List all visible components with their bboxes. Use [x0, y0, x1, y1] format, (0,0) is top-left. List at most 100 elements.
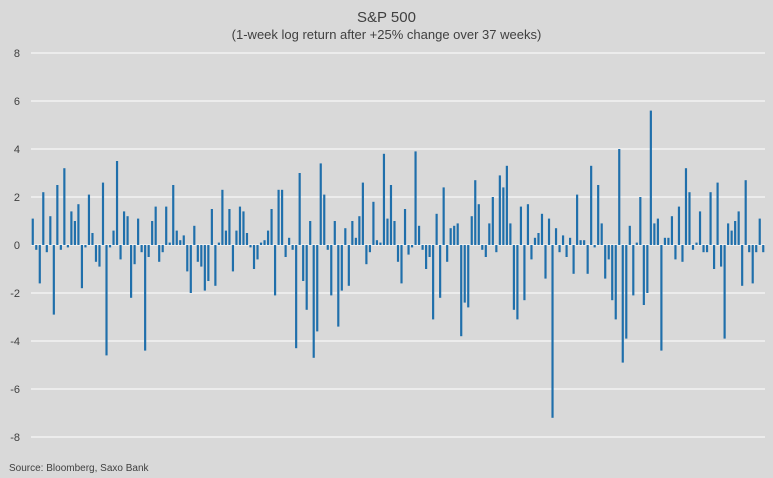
- bar: [105, 245, 108, 356]
- bar: [193, 225, 196, 245]
- bar: [52, 245, 55, 315]
- bar: [421, 245, 424, 250]
- bar: [347, 245, 350, 286]
- bar: [108, 245, 112, 248]
- bar: [337, 245, 340, 327]
- bar: [488, 223, 491, 245]
- bar: [84, 245, 87, 248]
- bar: [158, 245, 161, 262]
- bar: [368, 245, 371, 253]
- bar: [161, 245, 164, 253]
- bar: [42, 192, 45, 245]
- bar: [323, 194, 326, 245]
- bar: [70, 211, 73, 245]
- bar: [569, 237, 572, 245]
- bar: [660, 245, 663, 351]
- bar: [122, 211, 126, 245]
- bar: [607, 245, 610, 260]
- bar: [407, 245, 410, 255]
- bar: [512, 245, 515, 310]
- bar: [576, 194, 579, 245]
- bar: [259, 242, 263, 245]
- bar: [238, 206, 242, 245]
- bar: [224, 230, 228, 245]
- bar: [115, 161, 119, 245]
- bar: [505, 165, 508, 245]
- bar: [319, 163, 322, 245]
- y-tick-label: -8: [10, 432, 20, 444]
- bar: [656, 218, 659, 245]
- bar: [242, 211, 245, 245]
- bar: [744, 180, 747, 245]
- y-tick-label: 2: [14, 192, 20, 204]
- bar: [340, 245, 343, 291]
- bar: [593, 245, 596, 248]
- bar: [140, 245, 143, 253]
- bar: [716, 182, 719, 245]
- y-tick-label: 8: [14, 48, 20, 60]
- bar: [305, 245, 308, 310]
- bar: [586, 245, 589, 274]
- bar: [600, 223, 603, 245]
- bar: [410, 245, 414, 248]
- bar: [256, 245, 259, 260]
- bar: [288, 237, 291, 245]
- bar: [49, 216, 52, 245]
- bar: [712, 245, 716, 269]
- bar: [284, 245, 287, 257]
- bar: [182, 235, 185, 245]
- chart-subtitle: (1-week log return after +25% change ove…: [231, 27, 542, 42]
- bar: [495, 245, 498, 253]
- bar: [684, 168, 688, 245]
- bar: [674, 245, 677, 260]
- bar: [175, 230, 178, 245]
- bar: [179, 240, 182, 245]
- bar: [302, 245, 305, 281]
- bar: [561, 235, 565, 245]
- bar: [484, 245, 487, 257]
- bar: [210, 209, 213, 245]
- bar: [273, 245, 277, 296]
- bar: [572, 245, 575, 274]
- bar: [333, 221, 336, 245]
- bar: [101, 182, 105, 245]
- bar: [723, 245, 726, 339]
- bar: [695, 242, 698, 245]
- y-tick-label: 4: [14, 144, 20, 156]
- bar: [734, 221, 737, 245]
- bar: [758, 218, 761, 245]
- bar: [540, 213, 544, 245]
- bar: [597, 185, 600, 245]
- bar: [456, 223, 459, 245]
- bar: [80, 245, 84, 289]
- y-tick-label: -2: [10, 288, 20, 300]
- bar: [386, 218, 389, 245]
- bar: [477, 204, 480, 245]
- bar: [263, 240, 266, 245]
- bar: [316, 245, 319, 332]
- bar: [151, 221, 154, 245]
- bar: [611, 245, 614, 301]
- bar: [59, 245, 62, 250]
- bar: [709, 192, 712, 245]
- bar: [361, 182, 364, 245]
- bar: [417, 225, 421, 245]
- bar: [646, 245, 649, 293]
- bar: [635, 242, 638, 245]
- bar: [502, 187, 505, 245]
- bar: [207, 245, 210, 281]
- bar: [245, 233, 249, 245]
- bars: [31, 110, 765, 418]
- bar: [98, 245, 101, 267]
- bar: [642, 245, 645, 305]
- bar: [186, 245, 189, 272]
- bar: [579, 240, 582, 245]
- bar: [214, 245, 217, 286]
- bar: [91, 233, 94, 245]
- bar: [625, 245, 628, 339]
- bar: [66, 245, 69, 248]
- bar: [463, 245, 466, 303]
- y-tick-label: -6: [10, 384, 20, 396]
- bar: [526, 204, 530, 245]
- bar: [358, 216, 361, 245]
